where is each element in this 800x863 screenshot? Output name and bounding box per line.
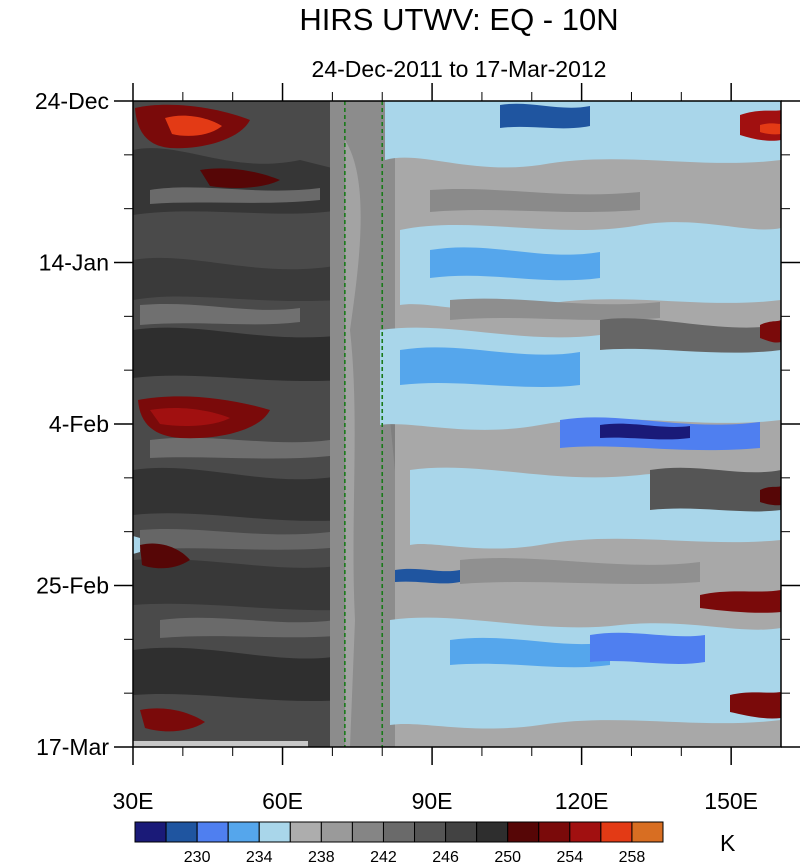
colorbar-box: [320, 821, 353, 843]
chart-subtitle: 24-Dec-2011 to 17-Mar-2012: [311, 56, 607, 82]
colorbar-box: [600, 821, 633, 843]
y-tick-label: 17-Mar: [36, 734, 109, 760]
colorbar-box: [569, 821, 602, 843]
colorbar-label: 246: [432, 849, 459, 863]
colorbar-box: [476, 821, 509, 843]
x-tick-label: 90E: [412, 788, 453, 814]
x-tick-label: 150E: [704, 788, 758, 814]
east-moist-region: [380, 101, 781, 747]
colorbar-label: 258: [619, 849, 646, 863]
colorbar-units: K: [720, 830, 736, 856]
colorbar-label: 250: [494, 849, 521, 863]
colorbar-box: [134, 821, 167, 843]
colorbar-box: [507, 821, 540, 843]
colorbar: 230 234 238 242 246 250 254 258: [134, 821, 664, 863]
y-tick-label: 4-Feb: [49, 411, 109, 437]
colorbar-label: 254: [556, 849, 583, 863]
west-dark-band: [133, 101, 345, 747]
y-tick-label: 14-Jan: [39, 250, 109, 276]
x-tick-label: 60E: [262, 788, 303, 814]
colorbar-label: 242: [370, 849, 397, 863]
colorbar-label: 230: [184, 849, 211, 863]
colorbar-box: [631, 821, 664, 843]
colorbar-box: [258, 821, 291, 843]
colorbar-box: [227, 821, 260, 843]
colorbar-box: [351, 821, 384, 843]
x-tick-label: 30E: [113, 788, 154, 814]
colorbar-box: [382, 821, 416, 843]
colorbar-box: [196, 821, 229, 843]
reference-lines: [344, 101, 384, 747]
contour-field: [133, 101, 781, 747]
x-axis: 30E 60E 90E 120E 150E: [113, 83, 758, 814]
colorbar-label: 234: [246, 849, 273, 863]
y-tick-label: 24-Dec: [35, 88, 109, 114]
y-axis: 24-Dec 14-Jan 4-Feb 25-Feb 17-Mar: [35, 88, 800, 760]
chart-title: HIRS UTWV: EQ - 10N: [299, 2, 619, 37]
y-tick-label: 25-Feb: [36, 573, 109, 599]
warm-spots: [133, 104, 781, 732]
bottom-missing-strip: [133, 741, 308, 747]
colorbar-box: [414, 821, 447, 843]
colorbar-box: [289, 821, 322, 843]
colorbar-box: [165, 821, 198, 843]
x-tick-label: 120E: [555, 788, 609, 814]
colorbar-label: 238: [308, 849, 335, 863]
colorbar-box: [445, 821, 478, 843]
colorbar-box: [538, 821, 571, 843]
